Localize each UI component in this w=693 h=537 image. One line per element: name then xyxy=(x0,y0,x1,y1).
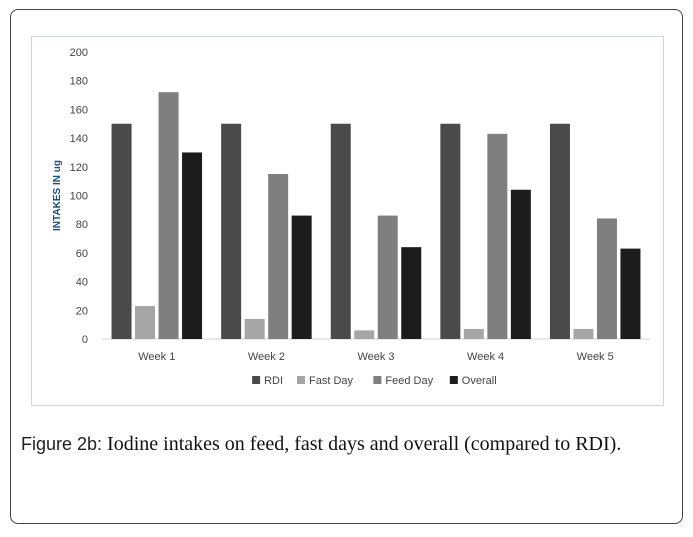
y-tick-label: 200 xyxy=(70,47,88,59)
legend-label: Feed Day xyxy=(385,375,433,387)
bar-overall xyxy=(510,189,531,339)
caption-text: Iodine intakes on feed, fast days and ov… xyxy=(102,433,622,455)
y-tick-label: 100 xyxy=(70,191,88,203)
y-tick-label: 140 xyxy=(70,133,88,145)
bar-fast-day xyxy=(135,305,156,339)
bar-feed-day xyxy=(487,133,508,339)
x-tick-label: Week 5 xyxy=(577,351,614,363)
caption-lead: Figure 2b: xyxy=(21,434,103,454)
bar-rdi xyxy=(440,123,461,339)
y-tick-label: 80 xyxy=(76,219,88,231)
bar-overall xyxy=(182,152,203,339)
bar-overall xyxy=(401,247,422,339)
legend-label: RDI xyxy=(264,375,283,387)
bar-feed-day xyxy=(596,218,617,339)
x-tick-label: Week 2 xyxy=(248,351,285,363)
x-tick-label: Week 4 xyxy=(467,351,504,363)
legend-label: Overall xyxy=(462,375,497,387)
legend-swatch xyxy=(297,376,305,384)
bar-rdi xyxy=(111,123,132,339)
bar-feed-day xyxy=(268,173,289,339)
bar-fast-day xyxy=(573,328,594,339)
bar-rdi xyxy=(549,123,570,339)
y-tick-label: 20 xyxy=(76,305,88,317)
y-tick-label: 60 xyxy=(76,248,88,260)
legend-swatch xyxy=(373,376,382,384)
legend-swatch xyxy=(252,376,261,384)
y-tick-label: 180 xyxy=(70,76,88,88)
y-tick-label: 120 xyxy=(70,162,88,174)
figure-caption: Figure 2b: Iodine intakes on feed, fast … xyxy=(21,430,672,459)
bar-fast-day xyxy=(463,328,484,339)
y-tick-label: 0 xyxy=(82,334,88,346)
y-tick-label: 160 xyxy=(70,104,88,116)
bar-overall xyxy=(291,215,312,339)
x-tick-label: Week 3 xyxy=(357,351,394,363)
bar-overall xyxy=(620,248,641,339)
bar-feed-day xyxy=(377,215,398,339)
y-tick-label: 40 xyxy=(76,277,88,289)
legend-swatch xyxy=(449,376,458,384)
bar-rdi xyxy=(221,123,242,339)
bar-fast-day xyxy=(244,318,265,339)
bar-feed-day xyxy=(158,92,179,340)
x-tick-label: Week 1 xyxy=(138,351,175,363)
y-axis-label: INTAKES IN ug xyxy=(52,160,63,231)
bar-rdi xyxy=(330,123,351,339)
legend-label: Fast Day xyxy=(309,375,354,387)
bar-fast-day xyxy=(354,330,375,339)
